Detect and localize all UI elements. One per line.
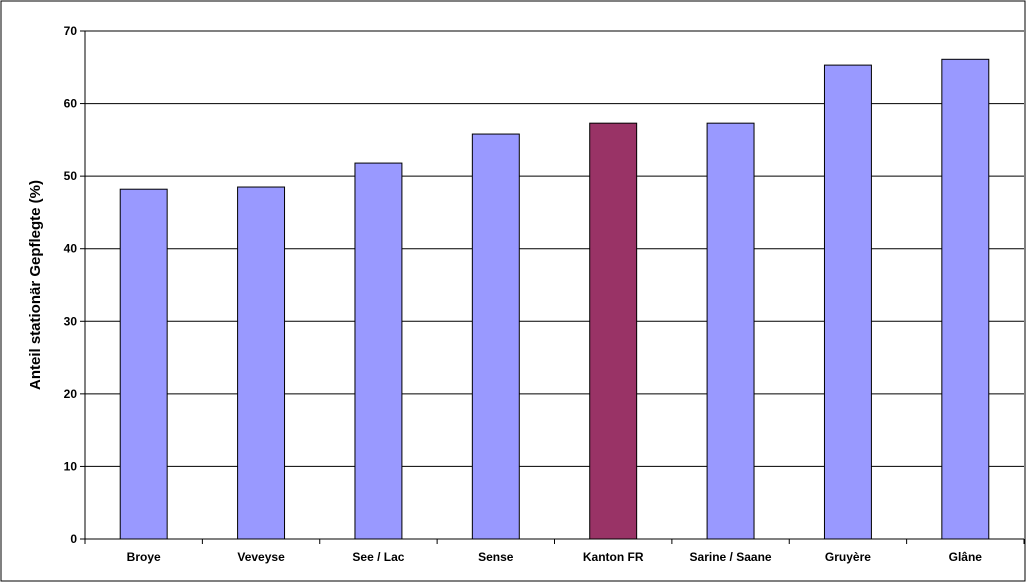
bar-gl-ne <box>941 58 990 540</box>
x-tick-label: Glâne <box>949 550 983 564</box>
y-tick-label: 60 <box>64 97 78 111</box>
x-tick-labels: Broye Veveyse See / Lac Sense Kanton FR Sarin… <box>84 539 1025 564</box>
y-tick-label: 10 <box>64 459 78 473</box>
bar-sense <box>471 133 520 540</box>
bar-see-lac <box>354 162 403 540</box>
y-tick-label: 50 <box>64 169 78 183</box>
x-tick-label: Broye <box>127 550 161 564</box>
x-tick-label: See / Lac <box>352 550 404 564</box>
x-tick-label: Gruyère <box>825 550 871 564</box>
bar-gruy-re <box>823 64 872 540</box>
y-tick-label: 40 <box>64 242 78 256</box>
x-tick-label: Sense <box>478 550 514 564</box>
y-axis-title: Anteil stationär Gepflegte (%) <box>27 180 44 390</box>
bar-kanton-fr <box>589 122 638 540</box>
y-tick-label: 70 <box>64 24 78 38</box>
x-tick-label: Kanton FR <box>583 550 644 564</box>
y-tick-label: 30 <box>64 314 78 328</box>
bar-sarine-saane <box>706 122 755 540</box>
y-tick-labels: 0 10 20 30 40 50 60 70 <box>64 24 85 546</box>
x-tick-label: Sarine / Saane <box>690 550 772 564</box>
bar-broye <box>119 188 168 540</box>
y-tick-label: 20 <box>64 387 78 401</box>
bars <box>119 58 990 540</box>
y-tick-label: 0 <box>70 532 77 546</box>
x-tick-label: Veveyse <box>237 550 285 564</box>
bar-veveyse <box>237 186 286 540</box>
